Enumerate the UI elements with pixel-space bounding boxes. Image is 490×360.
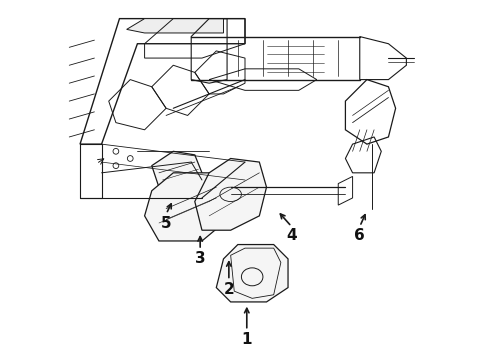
Polygon shape <box>195 158 267 230</box>
Polygon shape <box>126 19 223 33</box>
Text: 4: 4 <box>286 228 297 243</box>
Text: 6: 6 <box>354 228 365 243</box>
Text: 5: 5 <box>161 216 171 230</box>
Polygon shape <box>152 151 202 191</box>
Polygon shape <box>145 173 223 241</box>
Text: 1: 1 <box>242 332 252 347</box>
Text: 3: 3 <box>195 251 205 266</box>
Polygon shape <box>216 244 288 302</box>
Text: 2: 2 <box>223 282 234 297</box>
